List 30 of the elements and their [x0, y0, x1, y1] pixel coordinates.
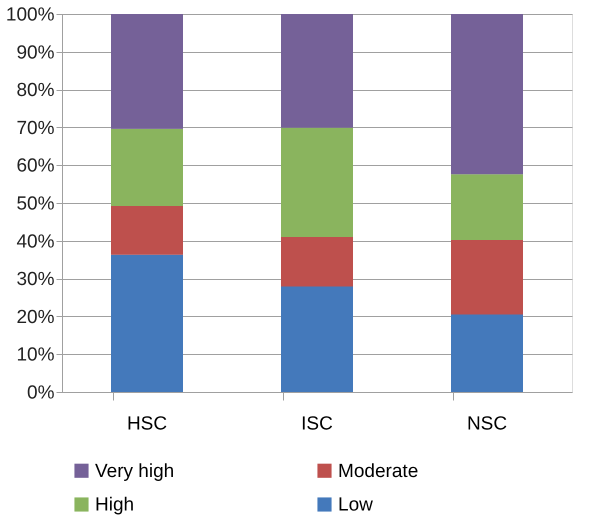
- legend-label: Moderate: [338, 460, 418, 482]
- bar: [281, 14, 353, 128]
- bar: [111, 254, 183, 392]
- y-tick-label: 40%: [16, 231, 55, 252]
- x-tick-label: HSC: [126, 414, 168, 434]
- bar: [111, 14, 183, 129]
- bar: [281, 286, 353, 392]
- x-tick-label: ISC: [301, 414, 333, 434]
- legend-label: Very high: [95, 460, 174, 482]
- y-tick-label: 60%: [16, 156, 55, 177]
- y-tick-label: 30%: [16, 269, 55, 290]
- bar: [111, 128, 183, 206]
- y-tick-label: 80%: [16, 80, 55, 102]
- x-tick-label: NSC: [466, 414, 508, 434]
- bar: [451, 240, 523, 315]
- y-tick-label: 0%: [27, 382, 55, 404]
- bar: [111, 206, 183, 255]
- y-tick-label: 10%: [16, 344, 55, 366]
- bar: [451, 174, 523, 240]
- y-tick-label: 50%: [16, 194, 55, 214]
- y-tick-label: 90%: [16, 42, 55, 64]
- bar: [451, 14, 523, 174]
- bar: [451, 314, 523, 392]
- y-tick-label: 70%: [16, 118, 55, 139]
- bar: [281, 128, 353, 238]
- legend-label: High: [95, 494, 134, 516]
- y-tick-label: 100%: [6, 4, 55, 26]
- bar: [281, 237, 353, 287]
- legend-label: Low: [338, 494, 374, 516]
- y-tick-label: 20%: [16, 306, 55, 328]
